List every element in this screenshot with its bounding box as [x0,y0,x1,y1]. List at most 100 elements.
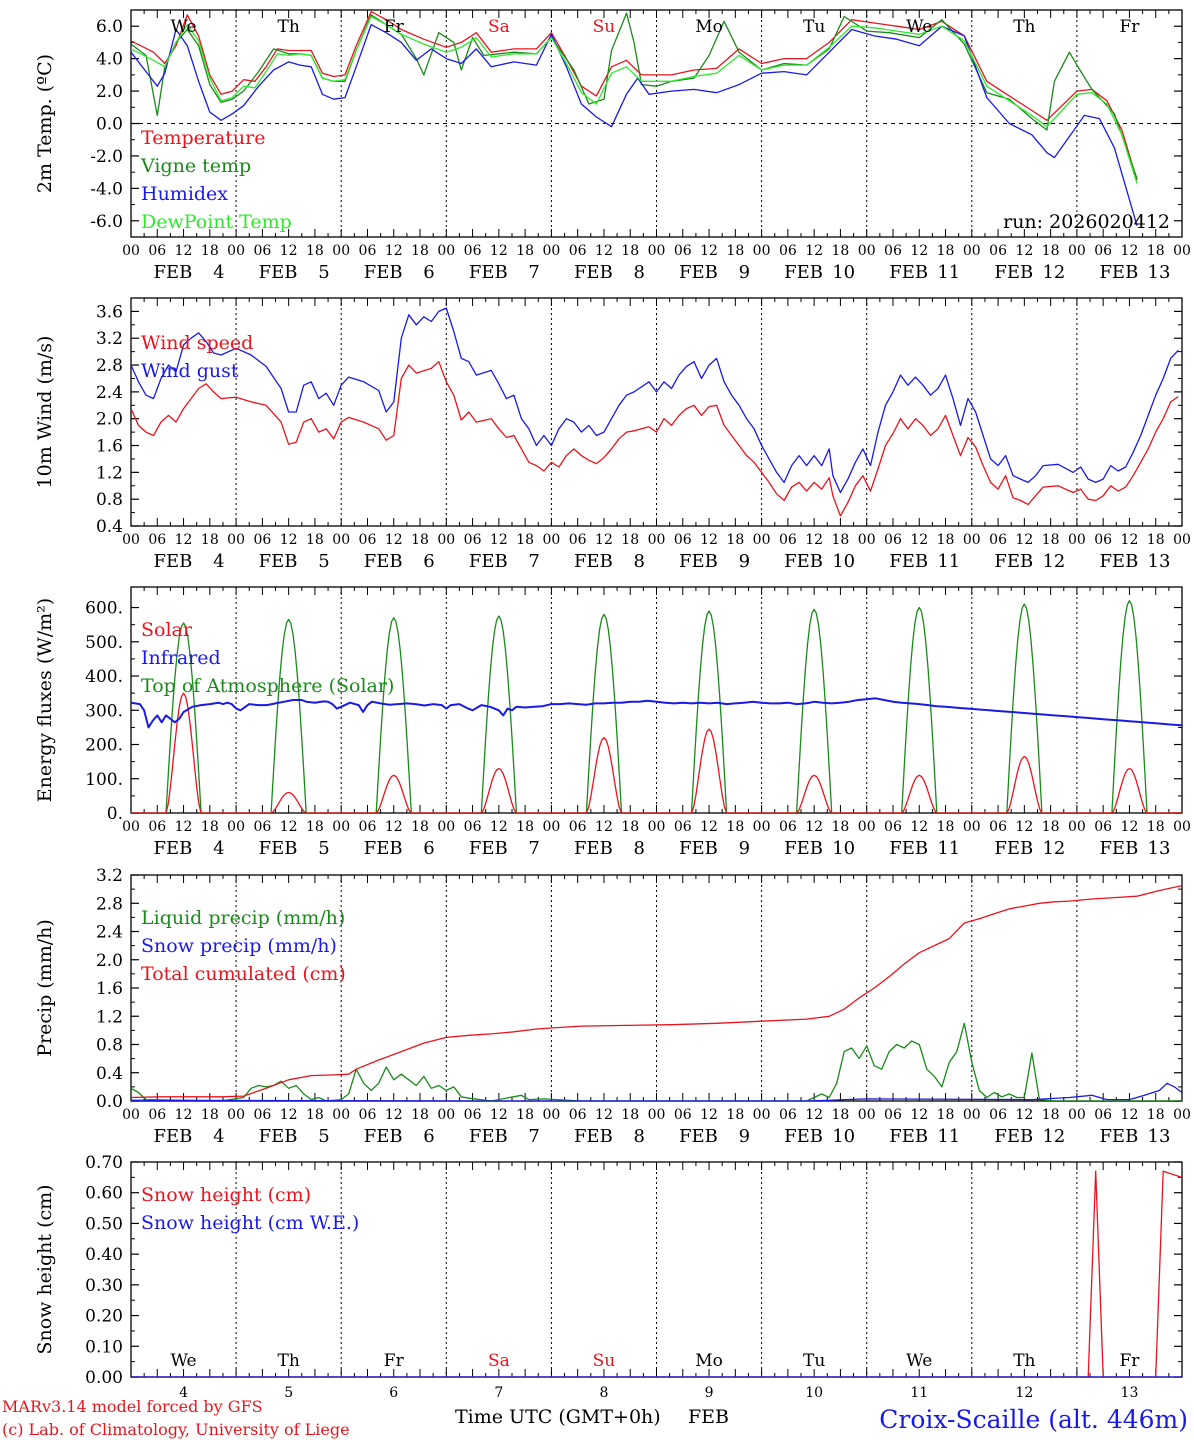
x-date-label: 13 [1148,1126,1171,1147]
x-date-label: 8 [633,262,644,283]
x-date-label: 8 [633,551,644,572]
x-hour-label: 06 [884,532,902,548]
y-tick-label: 0.8 [96,490,123,510]
x-hour-label: 12 [490,1107,508,1123]
x-hour-label: 12 [175,1107,193,1123]
y-tick-label: 100. [85,770,123,790]
x-hour-label: 00 [1173,819,1191,835]
x-hour-label: 06 [674,243,692,259]
x-hour-label: 06 [884,1107,902,1123]
day-name-label: Sa [488,17,510,37]
x-hour-label: 18 [1147,532,1165,548]
x-date-label: 12 [1042,551,1065,572]
x-hour-label: 18 [832,1107,850,1123]
x-month-label: FEB [1099,262,1138,283]
x-hour-label: 00 [858,1107,876,1123]
y-tick-label: 300. [85,701,123,721]
x-date-label: 12 [1042,838,1065,859]
legend-liquid-precip-mm-h-: Liquid precip (mm/h) [141,907,345,929]
x-month-label: FEB [574,1126,613,1147]
x-date-label: 8 [633,838,644,859]
x-hour-label: 00 [332,819,350,835]
x-month-label: FEB [994,262,1033,283]
x-hour-label: 12 [280,532,298,548]
x-hour-label: 06 [148,1107,166,1123]
x-date-label: 10 [832,551,855,572]
x-month-label: FEB [469,551,508,572]
x-hour-label: 00 [963,532,981,548]
y-tick-label: 0.10 [85,1337,123,1357]
x-date-label: 10 [805,1385,823,1401]
x-hour-label: 18 [621,532,639,548]
x-date-label: 4 [213,838,224,859]
x-date-label: 7 [528,551,539,572]
series-line-infrared [131,697,1182,729]
x-date-label: 5 [318,551,329,572]
x-month-label: FEB [574,838,613,859]
x-date-label: 4 [179,1385,188,1401]
x-date-label: 11 [937,1126,960,1147]
y-tick-label: 4.0 [96,50,123,70]
series-line-total-cumulated-cm- [131,884,1182,1099]
x-hour-label: 06 [989,243,1007,259]
x-month-label: FEB [259,262,298,283]
y-tick-label: 2.8 [96,356,123,376]
x-hour-label: 00 [1068,1107,1086,1123]
x-month-label: FEB [154,262,193,283]
plot-frame [130,9,1183,238]
x-month-label: FEB [154,838,193,859]
x-hour-label: 06 [1094,532,1112,548]
x-hour-label: 18 [516,532,534,548]
series-line-top-of-atmosphere-solar- [131,600,1182,813]
x-hour-label: 06 [989,532,1007,548]
x-hour-label: 18 [411,243,429,259]
x-date-label: 5 [284,1385,293,1401]
y-axis-label: 10m Wind (m/s) [34,336,56,489]
day-name-label: We [170,17,196,37]
x-axis-month: FEB [688,1406,729,1428]
x-hour-label: 18 [937,819,955,835]
x-month-label: FEB [679,262,718,283]
legend-infrared: Infrared [141,647,221,669]
y-tick-label: 0.50 [85,1214,123,1234]
x-date-label: 7 [528,838,539,859]
x-month-label: FEB [1099,551,1138,572]
x-date-label: 7 [528,1126,539,1147]
x-date-label: 9 [739,1126,750,1147]
x-hour-label: 06 [674,532,692,548]
x-date-label: 4 [213,262,224,283]
legend-wind-speed: Wind speed [141,332,253,354]
x-hour-label: 18 [306,1107,324,1123]
x-hour-label: 00 [122,532,140,548]
x-hour-label: 06 [464,532,482,548]
x-hour-label: 00 [227,1107,245,1123]
legend-solar: Solar [141,619,193,641]
y-tick-label: 0.00 [85,1368,123,1388]
x-hour-label: 06 [569,532,587,548]
x-hour-label: 00 [437,1107,455,1123]
x-hour-label: 06 [1094,1107,1112,1123]
x-hour-label: 12 [805,532,823,548]
x-hour-label: 00 [542,243,560,259]
x-hour-label: 18 [1042,1107,1060,1123]
x-hour-label: 12 [910,819,928,835]
x-hour-label: 06 [989,819,1007,835]
legend-humidex: Humidex [141,183,228,205]
x-hour-label: 12 [385,243,403,259]
x-date-label: 11 [937,262,960,283]
x-hour-label: 12 [280,1107,298,1123]
day-name-label: Th [1013,1351,1035,1371]
x-hour-label: 18 [621,243,639,259]
x-hour-label: 00 [437,532,455,548]
x-hour-label: 18 [937,532,955,548]
series-line-snow-height-cm- [131,1170,1182,1377]
y-tick-label: 2.8 [96,894,123,914]
credit-line-1: MARv3.14 model forced by GFS [2,1397,263,1416]
y-tick-label: 1.2 [96,1007,123,1027]
x-hour-label: 06 [148,532,166,548]
x-month-label: FEB [679,551,718,572]
x-hour-label: 06 [779,243,797,259]
x-month-label: FEB [469,838,508,859]
x-hour-label: 18 [1147,1107,1165,1123]
y-tick-label: 2.0 [96,410,123,430]
